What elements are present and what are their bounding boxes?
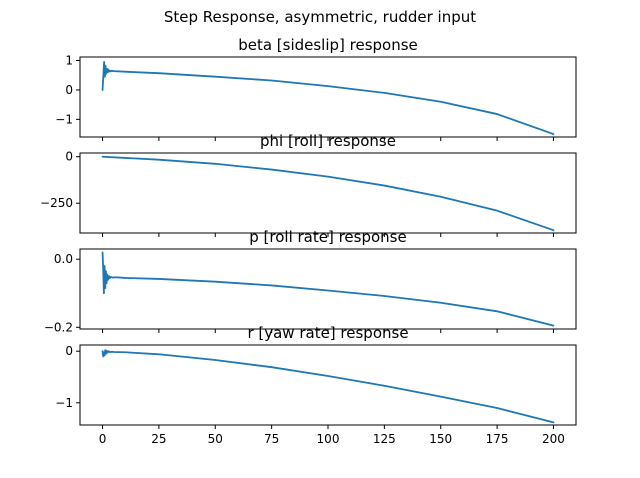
subplot-2: 0 −250 phi [roll] response (40, 132, 577, 237)
subplot-4: 0 −1 0 25 50 75 100 125 150 175 200 r [yaw rate] re… (55, 324, 577, 446)
figure-suptitle: Step Response, asymmetric, rudder input (164, 8, 476, 26)
y-tick-label: −250 (40, 196, 73, 210)
subplot-1: 1 0 −1 beta [sideslip] response (55, 36, 577, 141)
y-tick-label: 1 (65, 54, 73, 68)
y-tick-label: 0.0 (54, 252, 73, 266)
y-tick-label: 0 (65, 150, 73, 164)
series-line-3-1 (101, 251, 555, 327)
x-tick-label: 100 (317, 432, 340, 446)
y-tick-label: 0 (65, 344, 73, 358)
x-tick-label: 125 (373, 432, 396, 446)
series-line-1-1 (101, 61, 555, 135)
subplot-title-2: phi [roll] response (260, 132, 396, 150)
x-tick-label: 0 (99, 432, 107, 446)
subplot-3: 0.0 −0.2 p [roll rate] response (44, 228, 577, 334)
x-tick-label: 150 (429, 432, 452, 446)
y-tick-label: −1 (55, 396, 73, 410)
subplot-title-3: p [roll rate] response (249, 228, 406, 246)
y-tick-label: −1 (55, 112, 73, 126)
y-tick-label: 0 (65, 83, 73, 97)
x-tick-label: 175 (486, 432, 509, 446)
x-tick-label: 200 (542, 432, 565, 446)
series-line-2-1 (101, 155, 555, 232)
x-tick-label: 50 (208, 432, 223, 446)
subplot-title-1: beta [sideslip] response (238, 36, 418, 54)
subplot-title-4: r [yaw rate] response (247, 324, 408, 342)
x-tick-label: 75 (264, 432, 279, 446)
series-line-4-1 (101, 349, 555, 424)
y-tick-label: −0.2 (44, 320, 73, 334)
subplots: 1 0 −1 beta [sideslip] response 0 −250 phi [ro… (40, 36, 577, 446)
x-tick-label: 25 (151, 432, 166, 446)
